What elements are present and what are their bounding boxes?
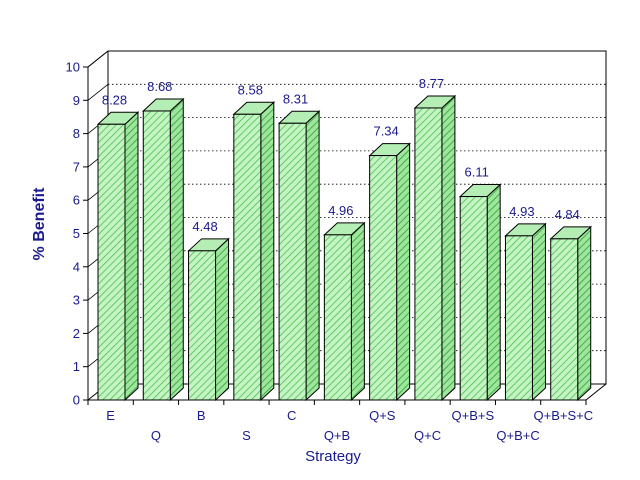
bar: 4.96 [323,203,366,402]
bar-side [260,101,275,402]
x-axis-tick-labels: E Q B S C Q+B Q+S Q+C Q+B+SQ+B+C Q+B+S+C [87,400,594,443]
bar-front [550,238,579,401]
bar-side [441,94,456,402]
bar-front [142,110,171,401]
bar-front [278,122,307,401]
bar: 4.93 [504,204,547,402]
bar: 4.48 [187,219,230,402]
bar-side [169,97,184,402]
y-axis-ticks: 0 1 2 3 4 5 6 7 8 9 10 [66,60,88,408]
y-tick-label: 4 [73,259,80,274]
bar-side [305,110,320,402]
bar-front [369,155,398,401]
bar-side [486,183,501,402]
x-tick-label: E [106,408,115,423]
bar-front [233,113,262,401]
y-tick-label: 3 [73,293,80,308]
y-tick-label: 5 [73,226,80,241]
x-tick-label: C [287,408,296,423]
bar: 8.31 [277,91,321,402]
bar-front [97,123,126,401]
gridline-side [87,50,109,68]
x-tick-label: Q+S [369,408,396,423]
y-tick-label: 0 [73,393,80,408]
bar-front [188,250,217,401]
bar: 8.28 [96,92,140,402]
x-tick-label: Q+B [324,428,350,443]
x-tick-label: Q [151,428,161,443]
bar-front [459,196,488,401]
y-tick-label: 2 [73,326,80,341]
data-label: 4.93 [509,204,534,219]
x-axis-title: Strategy [305,448,361,465]
y-axis-title: % Benefit [31,187,48,261]
bar: 8.68 [141,79,185,402]
y-tick-label: 7 [73,159,80,174]
bar: 6.11 [458,165,502,402]
data-label: 4.84 [555,207,580,222]
bar-side [124,111,139,402]
y-tick-label: 1 [73,359,80,374]
y-tick-label: 6 [73,193,80,208]
bar-front [504,235,533,401]
y-tick-label: 9 [73,93,80,108]
data-label: 7.34 [373,124,398,139]
bar-side [531,222,546,402]
bar-side [577,225,592,402]
y-tick-label: 8 [73,126,80,141]
gridline-side [87,83,109,101]
x-tick-label: Q+B+S+C [534,408,594,423]
data-label: 8.58 [238,82,263,97]
data-label: 6.11 [465,165,489,180]
bar-side [350,221,365,402]
bar: 8.58 [232,82,276,402]
bar: 4.84 [549,207,593,402]
bar: 8.77 [413,76,457,402]
data-label: 8.28 [102,92,127,107]
data-label: 4.96 [328,203,353,218]
bar-front [323,234,352,401]
bar: 7.34 [368,124,411,402]
x-tick-label: Q+C [414,428,441,443]
x-tick-label: S [242,428,251,443]
bar-front [414,107,443,401]
y-tick-label: 10 [66,60,80,75]
data-label: 8.31 [283,91,308,106]
bar-side [396,142,411,402]
x-tick-label: Q+B+S [451,408,494,423]
bar-side [215,237,230,402]
data-label: 4.48 [192,219,217,234]
bars: 8.28 8.68 4.48 8.58 8.31 4.96 7.34 8.77 6.11 4.93… [96,76,593,402]
x-tick-label: B [197,408,206,423]
x-tick-label: Q+B+C [496,428,539,443]
data-label: 8.77 [419,76,444,91]
data-label: 8.68 [147,79,172,94]
